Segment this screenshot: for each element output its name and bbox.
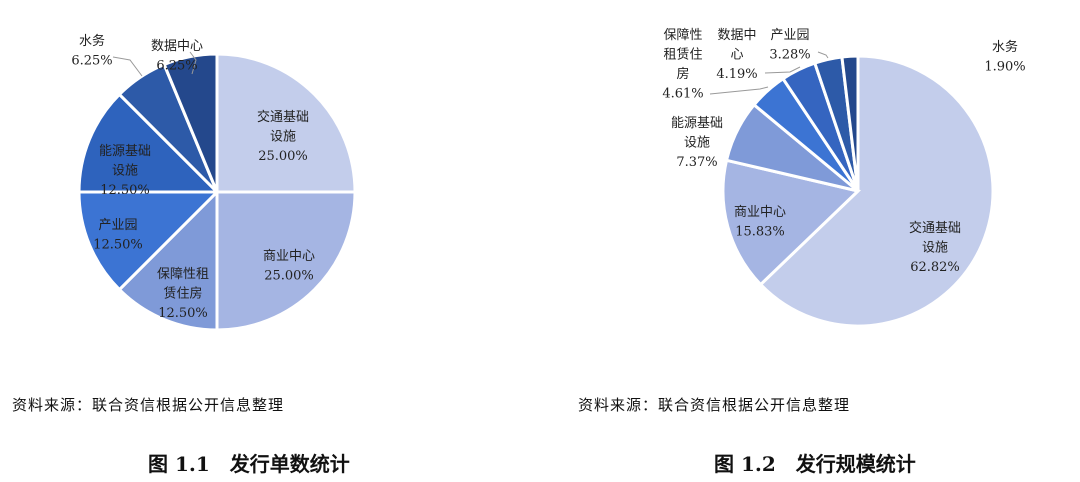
pie-slice-2-7 (840, 54, 860, 192)
slice-label: 水务 6.25% (71, 33, 112, 69)
slice-label: 数据中心 4.19% (716, 28, 757, 82)
slice-label: 数据中心 6.25% (151, 39, 203, 74)
pie-slice-1-3 (117, 188, 219, 332)
pie-slice-2-1 (758, 54, 995, 328)
pie-slice-2-2 (721, 158, 862, 287)
slice-label: 能源基础设施 12.50% (99, 144, 151, 198)
figure-caption-1: 图 1.1 发行单数统计 (148, 452, 350, 476)
figure-caption-2: 图 1.2 发行规模统计 (714, 452, 916, 476)
pie-slice-1-2 (215, 190, 357, 332)
pie-slice-1-7 (162, 52, 219, 193)
leader-line (709, 86, 769, 95)
slice-label: 商业中心 25.00% (263, 249, 315, 284)
slice-label: 保障性租赁住房 4.61% (662, 28, 703, 102)
source-note-2: 资料来源：联合资信根据公开信息整理 (578, 396, 851, 414)
slice-label: 产业园 12.50% (93, 218, 143, 253)
slice-label: 产业园 3.28% (769, 28, 810, 63)
pie-slice-1-1 (215, 52, 357, 194)
slice-label: 保障性租赁住房 12.50% (157, 267, 209, 321)
slice-label: 交通基础设施 25.00% (257, 109, 309, 164)
slice-label: 交通基础设施 62.82% (909, 220, 961, 275)
pie-slice-1-4 (77, 190, 221, 292)
slice-label: 商业中心 15.83% (734, 205, 786, 240)
slice-label: 能源基础设施 7.37% (671, 116, 723, 170)
leader-line (764, 66, 801, 74)
leader-line (112, 56, 143, 77)
leader-line (817, 51, 829, 59)
slice-label: 水务 1.90% (984, 39, 1025, 75)
source-note-1: 资料来源：联合资信根据公开信息整理 (12, 396, 285, 414)
leader-line (189, 51, 197, 75)
pie-slice-1-5 (77, 92, 221, 194)
